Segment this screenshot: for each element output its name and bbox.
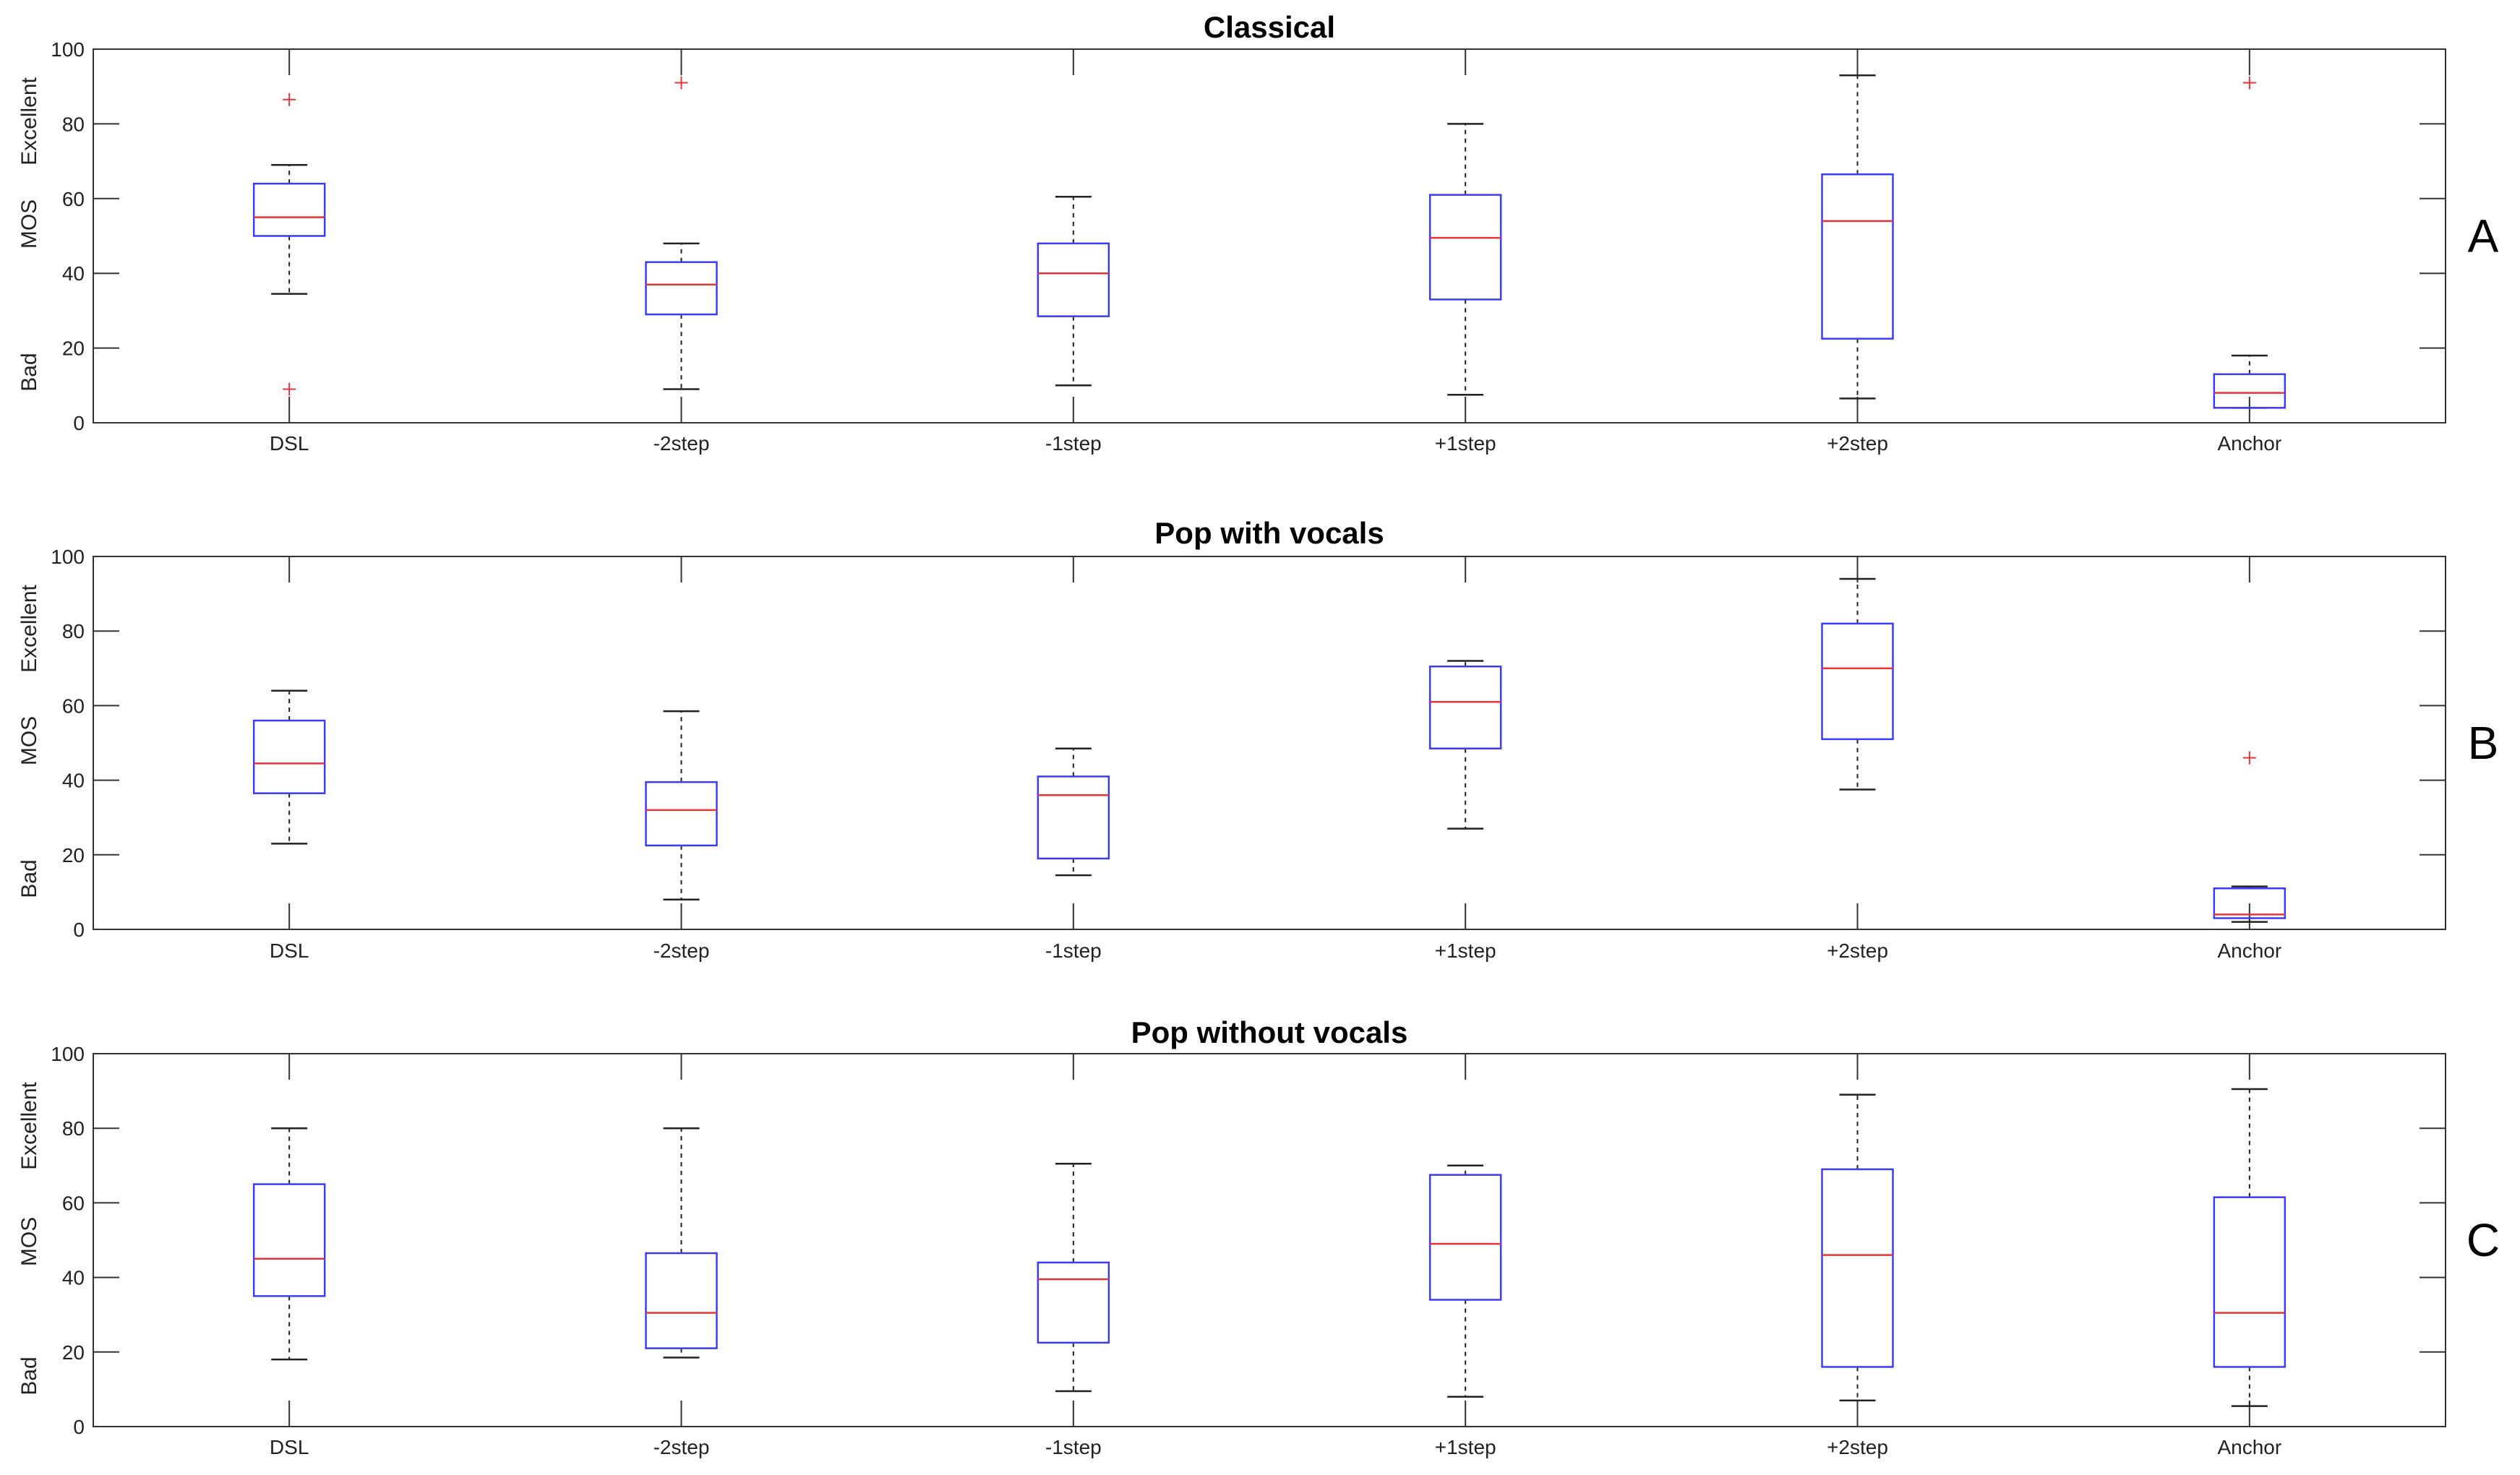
box-DSL bbox=[252, 93, 326, 396]
y-tick-label: 20 bbox=[62, 1341, 85, 1364]
y-tick-label: 20 bbox=[62, 844, 85, 866]
y-tick-label: 20 bbox=[62, 337, 85, 360]
iqr-box bbox=[1821, 622, 1894, 741]
chart-panel-c: Pop without vocals 0 20 40 60 80 100 MOS Bad Exce… bbox=[17, 1015, 2500, 1458]
x-tick-label: +2step bbox=[1827, 1436, 1888, 1458]
box--1step bbox=[1037, 1162, 1110, 1393]
box--1step bbox=[1037, 195, 1110, 387]
box--2step bbox=[645, 710, 718, 900]
y-axis-label-bad: Bad bbox=[17, 859, 41, 898]
box-+1step bbox=[1428, 123, 1502, 396]
box-+2step bbox=[1821, 74, 1894, 400]
x-tick-label: +2step bbox=[1827, 939, 1888, 962]
y-axis-label: MOS bbox=[17, 1217, 41, 1266]
x-tick-label: -1step bbox=[1045, 939, 1102, 962]
chart-title: Classical bbox=[1204, 10, 1335, 44]
iqr-box bbox=[1428, 194, 1502, 301]
iqr-box bbox=[1821, 173, 1894, 340]
iqr-box bbox=[1037, 775, 1110, 860]
y-tick-label: 80 bbox=[62, 113, 85, 135]
x-tick-label: +1step bbox=[1435, 432, 1496, 455]
y-tick-label: 40 bbox=[62, 262, 85, 285]
outlier-marker bbox=[674, 76, 688, 90]
y-tick-label: 60 bbox=[62, 188, 85, 210]
x-tick-label: -2step bbox=[653, 432, 710, 455]
iqr-box bbox=[2213, 373, 2287, 409]
box-DSL bbox=[252, 1127, 326, 1361]
box-+2step bbox=[1821, 1093, 1894, 1402]
x-tick-label: -2step bbox=[653, 1436, 710, 1458]
iqr-box bbox=[1037, 1261, 1110, 1344]
iqr-box bbox=[1821, 1168, 1894, 1368]
x-tick-label: Anchor bbox=[2217, 1436, 2281, 1458]
box-DSL bbox=[252, 689, 326, 845]
box-Anchor bbox=[2213, 1088, 2287, 1407]
iqr-box bbox=[2213, 887, 2287, 919]
outlier-marker bbox=[2242, 76, 2256, 90]
y-tick-label: 80 bbox=[62, 1117, 85, 1140]
box--2step bbox=[645, 1127, 718, 1359]
x-tick-label: DSL bbox=[270, 1436, 309, 1458]
plot-frame bbox=[93, 48, 2446, 423]
iqr-box bbox=[2213, 1196, 2287, 1368]
x-tick-label: Anchor bbox=[2217, 939, 2281, 962]
outlier-marker bbox=[2242, 751, 2256, 765]
x-tick-label: DSL bbox=[270, 432, 309, 455]
iqr-box bbox=[252, 182, 326, 237]
box-+1step bbox=[1428, 1164, 1502, 1398]
plot-frame bbox=[93, 1053, 2446, 1427]
panel-label: C bbox=[2467, 1214, 2500, 1266]
plot-frame bbox=[93, 556, 2446, 930]
chart-panel-a: Classical 0 20 40 60 80 100 MOS Bad Excellent A DSL… bbox=[17, 10, 2499, 455]
x-tick-label: Anchor bbox=[2217, 432, 2281, 455]
y-tick-label: 100 bbox=[51, 546, 85, 568]
box-Anchor bbox=[2213, 76, 2287, 409]
y-axis-label-excellent: Excellent bbox=[17, 584, 41, 672]
y-axis-label-excellent: Excellent bbox=[17, 1081, 41, 1169]
chart-title: Pop with vocals bbox=[1154, 516, 1384, 550]
x-tick-label: DSL bbox=[270, 939, 309, 962]
y-axis-label: MOS bbox=[17, 716, 41, 765]
box--1step bbox=[1037, 747, 1110, 877]
x-tick-label: +2step bbox=[1827, 432, 1888, 455]
x-tick-label: +1step bbox=[1435, 939, 1496, 962]
iqr-box bbox=[1428, 1174, 1502, 1301]
x-tick-label: +1step bbox=[1435, 1436, 1496, 1458]
y-tick-label: 0 bbox=[73, 412, 85, 434]
y-tick-label: 40 bbox=[62, 770, 85, 792]
y-axis-label-bad: Bad bbox=[17, 353, 41, 391]
box-+2step bbox=[1821, 577, 1894, 791]
iqr-box bbox=[645, 1252, 718, 1349]
iqr-box bbox=[252, 1183, 326, 1297]
y-tick-label: 40 bbox=[62, 1267, 85, 1289]
panel-label: A bbox=[2468, 210, 2499, 262]
y-tick-label: 0 bbox=[73, 1416, 85, 1438]
iqr-box bbox=[645, 261, 718, 316]
y-tick-label: 100 bbox=[51, 38, 85, 61]
x-tick-label: -1step bbox=[1045, 432, 1102, 455]
x-tick-label: -2step bbox=[653, 939, 710, 962]
y-axis-label-bad: Bad bbox=[17, 1356, 41, 1395]
iqr-box bbox=[1037, 242, 1110, 317]
outlier-marker bbox=[283, 382, 296, 396]
box-+1step bbox=[1428, 660, 1502, 830]
y-tick-label: 60 bbox=[62, 1192, 85, 1214]
chart-panel-b: Pop with vocals 0 20 40 60 80 100 MOS Bad Excelle… bbox=[17, 516, 2498, 962]
iqr-box bbox=[645, 780, 718, 847]
box--2step bbox=[645, 76, 718, 390]
x-tick-label: -1step bbox=[1045, 1436, 1102, 1458]
y-tick-label: 100 bbox=[51, 1043, 85, 1065]
iqr-box bbox=[1428, 665, 1502, 749]
outlier-marker bbox=[283, 93, 296, 106]
iqr-box bbox=[252, 719, 326, 794]
y-tick-label: 60 bbox=[62, 695, 85, 717]
panel-label: B bbox=[2468, 717, 2499, 769]
box-Anchor bbox=[2213, 751, 2287, 923]
y-axis-label-excellent: Excellent bbox=[17, 77, 41, 165]
y-tick-label: 80 bbox=[62, 620, 85, 642]
y-tick-label: 0 bbox=[73, 919, 85, 941]
chart-title: Pop without vocals bbox=[1131, 1015, 1408, 1049]
y-axis-label: MOS bbox=[17, 199, 41, 249]
